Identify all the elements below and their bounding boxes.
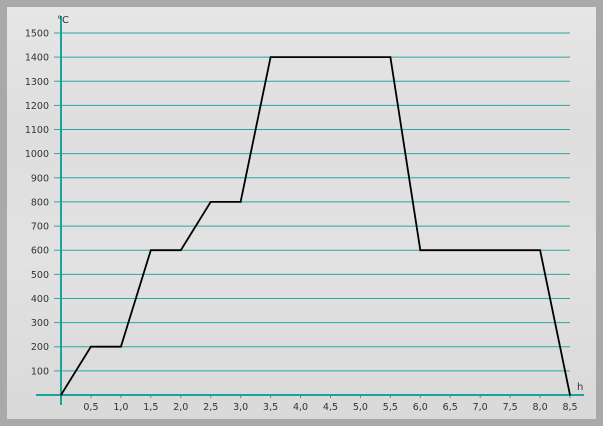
y-tick-label-100: 100 [31, 366, 49, 377]
y-tick-label-1500: 1500 [25, 29, 49, 40]
x-axis-ticks: 0,5 1,0 1,5 2,0 2,5 3,0 3,5 4,0 4,5 5,0 5,5 6,0 6,5 7… [83, 395, 578, 413]
x-tick-label-4,0: 4,0 [293, 402, 308, 413]
x-tick-label-8,0: 8,0 [533, 402, 548, 413]
data-point-4 [179, 249, 182, 251]
y-tick-label-900: 900 [31, 173, 49, 184]
x-tick-label-5,5: 5,5 [383, 402, 398, 413]
y-axis-ticks: 100 200 300 400 500 600 700 800 900 1000 1100 1200 1… [25, 29, 49, 378]
data-point-0 [60, 394, 62, 396]
data-point-8 [299, 56, 302, 58]
y-tick-label-600: 600 [31, 246, 49, 257]
data-point-9 [389, 56, 392, 58]
y-tick-label-700: 700 [31, 222, 49, 233]
data-point-11 [539, 249, 541, 251]
x-tick-label-7,0: 7,0 [473, 402, 488, 413]
y-tick-label-1200: 1200 [25, 101, 49, 112]
y-tick-label-1000: 1000 [25, 149, 49, 160]
data-point-10 [419, 249, 422, 251]
x-tick-label-0,5: 0,5 [83, 402, 98, 413]
y-axis-unit: °C [57, 15, 69, 26]
x-tick-label-8,5: 8,5 [562, 402, 577, 413]
y-tick-label-1400: 1400 [25, 53, 49, 64]
x-tick-label-6,5: 6,5 [443, 402, 458, 413]
data-point-6 [239, 201, 242, 203]
x-tick-label-1,0: 1,0 [113, 402, 128, 413]
data-point-5 [209, 201, 212, 203]
y-tick-label-800: 800 [31, 197, 49, 208]
x-tick-label-2,0: 2,0 [173, 402, 188, 413]
x-tick-label-1,5: 1,5 [143, 402, 158, 413]
x-axis-unit: h [577, 382, 583, 393]
x-tick-label-7,5: 7,5 [503, 402, 518, 413]
y-tick-label-300: 300 [31, 318, 49, 329]
data-point-7 [269, 56, 272, 58]
series-points [60, 56, 571, 396]
y-tick-label-1100: 1100 [25, 125, 49, 136]
x-tick-label-6,0: 6,0 [413, 402, 428, 413]
x-tick-label-3,5: 3,5 [263, 402, 278, 413]
y-tick-label-500: 500 [31, 270, 49, 281]
data-point-12 [569, 394, 571, 396]
y-tick-label-200: 200 [31, 342, 49, 353]
y-tick-label-400: 400 [31, 294, 49, 305]
x-tick-label-5,0: 5,0 [353, 402, 368, 413]
y-tick-label-1300: 1300 [25, 77, 49, 88]
data-point-2 [120, 345, 122, 348]
data-point-1 [90, 345, 92, 348]
x-tick-label-4,5: 4,5 [323, 402, 338, 413]
data-point-3 [150, 249, 152, 251]
grid-lines [54, 32, 570, 372]
x-tick-label-2,5: 2,5 [203, 402, 218, 413]
x-tick-label-3,0: 3,0 [233, 402, 248, 413]
